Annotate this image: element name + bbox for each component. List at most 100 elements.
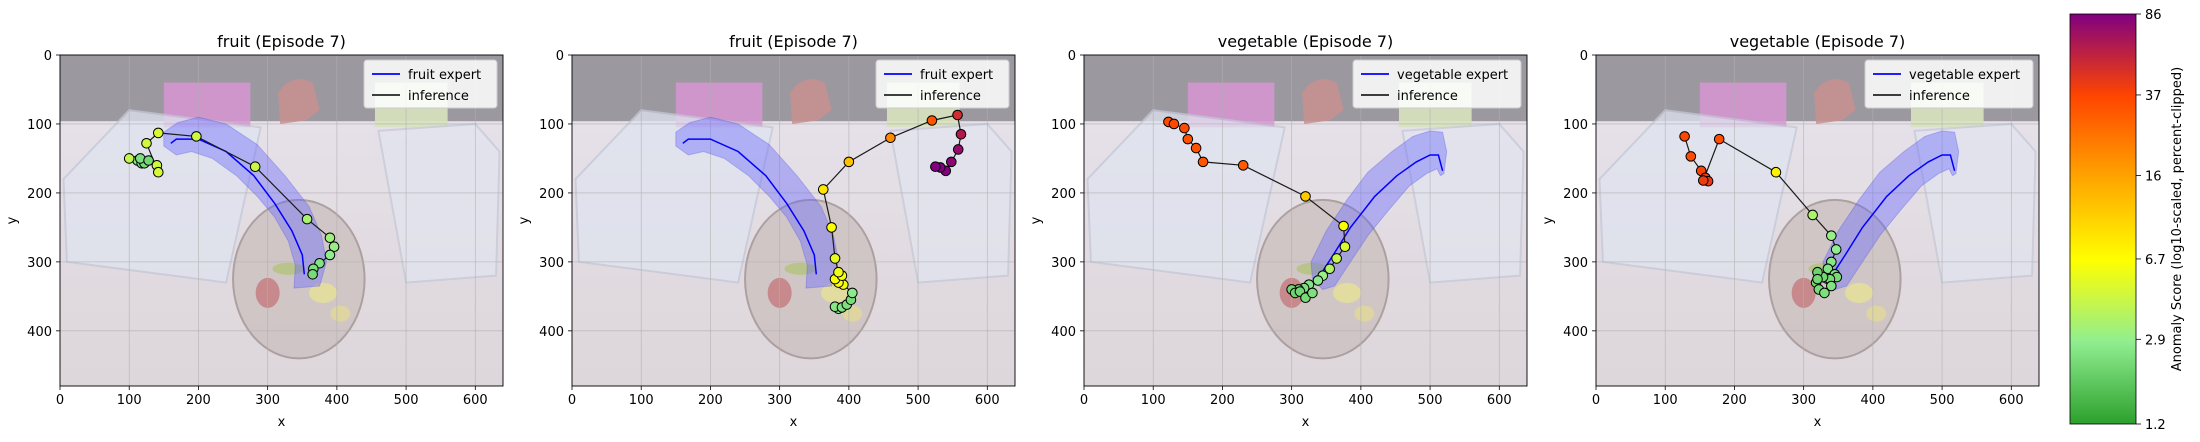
red-robot-arm <box>1814 79 1856 124</box>
y-axis-label: y <box>517 216 532 224</box>
x-tick-label: 200 <box>698 393 723 408</box>
chart-panel-3: 0 100 200 300 400 500 600 0 100 200 300 400 vegetabl… <box>1029 32 1528 430</box>
legend-box <box>363 59 498 109</box>
inference-point <box>1338 220 1349 232</box>
inference-point <box>955 129 967 140</box>
chart-title: fruit (Episode 7) <box>729 32 858 51</box>
y-tick-label: 0 <box>1068 49 1076 64</box>
chart-title: vegetable (Episode 7) <box>1730 32 1906 51</box>
chart-title: vegetable (Episode 7) <box>1218 32 1394 51</box>
legend-label-expert: fruit expert <box>920 68 993 83</box>
right-plastic-bin <box>377 122 501 284</box>
x-tick-label: 100 <box>629 393 654 408</box>
x-tick-label: 600 <box>975 393 1000 408</box>
right-plastic-bin <box>1401 122 1525 284</box>
inference-point <box>1807 209 1818 221</box>
colorbar: 1.2 2.9 6.7 16 37 86 Anomaly Score (log10-scal… <box>2069 8 2185 433</box>
chart-panel-1: 0 100 200 300 400 500 600 0 100 200 300 400 fruit (E… <box>5 32 504 430</box>
axes-frame <box>571 54 1016 387</box>
inference-point <box>1713 133 1725 145</box>
lemon <box>330 305 351 322</box>
expert-band <box>1822 130 1960 291</box>
cucumber <box>784 262 817 275</box>
x-tick-label: 0 <box>568 393 576 408</box>
expert-line <box>682 138 818 275</box>
inference-point <box>141 137 152 149</box>
legend-label-expert: fruit expert <box>408 68 481 83</box>
y-axis-label: y <box>1541 216 1556 224</box>
left-plastic-bin <box>574 109 774 284</box>
x-tick-label: 100 <box>117 393 142 408</box>
chart-panel-4: 0 100 200 300 400 500 600 0 100 200 300 400 vegetabl… <box>1541 32 2040 430</box>
legend-box <box>1352 59 1522 109</box>
chart-title: fruit (Episode 7) <box>217 32 346 51</box>
x-tick-label: 500 <box>1930 393 1955 408</box>
legend-box <box>1864 59 2034 109</box>
inference-point <box>826 222 837 233</box>
inference-point <box>1179 122 1190 134</box>
inference-point <box>1307 287 1318 299</box>
x-tick-label: 100 <box>1653 393 1678 408</box>
x-tick-label: 600 <box>1487 393 1512 408</box>
x-tick-label: 500 <box>1418 393 1443 408</box>
legend-label-inference: inference <box>408 89 469 104</box>
inference-point <box>191 131 202 142</box>
x-tick-label: 300 <box>1279 393 1304 408</box>
cucumber <box>272 262 305 275</box>
inference-point <box>952 144 964 155</box>
y-tick-label: 300 <box>539 256 564 271</box>
inference-point <box>1826 280 1837 292</box>
inference-point <box>1237 160 1249 171</box>
y-tick-label: 100 <box>27 118 52 133</box>
inference-point <box>847 287 858 299</box>
expert-line <box>170 138 306 275</box>
legend-label-expert: vegetable expert <box>1397 68 1508 83</box>
legend-label-expert: vegetable expert <box>1909 68 2020 83</box>
inference-point <box>1685 151 1697 162</box>
y-tick-label: 200 <box>27 187 52 202</box>
banana <box>1845 282 1874 303</box>
inference-point <box>1190 142 1202 154</box>
y-axis-label: y <box>5 216 20 224</box>
y-tick-label: 100 <box>1051 118 1076 133</box>
axes-frame <box>1083 54 1528 387</box>
legend: fruit expert inference <box>875 59 1010 109</box>
legend-box <box>875 59 1010 109</box>
x-tick-label: 0 <box>1080 393 1088 408</box>
y-tick-label: 200 <box>1051 187 1076 202</box>
x-tick-label: 200 <box>1722 393 1747 408</box>
red-robot-arm <box>1302 79 1344 124</box>
inference-point <box>926 115 938 126</box>
x-axis-label: x <box>1302 415 1310 430</box>
banana <box>1333 282 1362 303</box>
axes-frame <box>1595 54 2040 387</box>
red-robot-arm <box>278 79 320 124</box>
left-plastic-bin <box>62 109 262 284</box>
x-tick-label: 100 <box>1141 393 1166 408</box>
inference-point <box>1819 287 1830 299</box>
inference-point <box>829 253 841 264</box>
y-axis-label: y <box>1029 216 1044 224</box>
inference-point <box>307 268 318 280</box>
colorbar-tick-label: 1.2 <box>2145 418 2166 433</box>
left-plastic-bin <box>1086 109 1286 284</box>
y-tick-label: 300 <box>1051 256 1076 271</box>
lemon <box>1354 305 1375 322</box>
inference-point <box>1826 230 1837 241</box>
x-tick-label: 400 <box>836 393 861 408</box>
legend: vegetable expert inference <box>1864 59 2034 109</box>
inference-point <box>930 161 941 173</box>
x-tick-label: 600 <box>1999 393 2024 408</box>
inference-point <box>1300 191 1311 202</box>
inference-point <box>1182 133 1194 145</box>
x-tick-label: 0 <box>56 393 64 408</box>
right-plastic-bin <box>889 122 1013 284</box>
inference-point <box>952 109 963 121</box>
colorbar-tick-label: 2.9 <box>2145 333 2166 348</box>
inference-point <box>301 213 313 225</box>
inference-point <box>1312 275 1324 286</box>
inference-point <box>1324 263 1336 275</box>
y-tick-label: 100 <box>1563 118 1588 133</box>
expert-band <box>675 116 840 289</box>
x-axis-label: x <box>278 415 286 430</box>
